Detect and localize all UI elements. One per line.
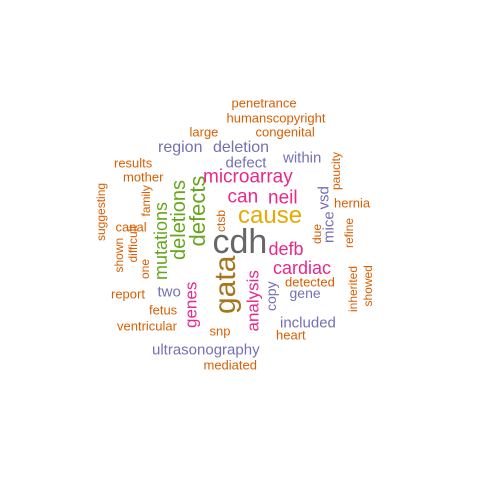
word-cdh: cdh — [212, 223, 268, 261]
word-heart: heart — [276, 327, 306, 343]
word-canal: canal — [115, 219, 147, 235]
word-region: region — [158, 139, 203, 156]
word-due: due — [310, 223, 324, 244]
word-difficult: difficult — [126, 225, 140, 263]
word-ventricular: ventricular — [117, 318, 177, 334]
word-copy: copy — [263, 281, 279, 311]
word-cause: cause — [238, 202, 303, 229]
word-defb: defb — [268, 239, 304, 259]
word-inherited: inherited — [346, 265, 360, 312]
word-humanscopyright: humanscopyright — [226, 110, 326, 126]
word-cardiac: cardiac — [273, 258, 332, 278]
word-mutations: mutations — [151, 201, 171, 280]
word-results: results — [114, 155, 153, 171]
word-family: family — [139, 185, 153, 217]
word-analysis: analysis — [243, 270, 263, 332]
word-two: two — [157, 283, 181, 301]
word-showed: showed — [361, 265, 375, 307]
word-gene: gene — [289, 285, 321, 301]
word-mother: mother — [123, 169, 164, 185]
word-hernia: hernia — [334, 195, 371, 211]
word-ctsb: ctsb — [214, 209, 228, 232]
word-detected: detected — [285, 274, 335, 290]
word-mediated: mediated — [203, 357, 257, 373]
word-suggesting: suggesting — [94, 182, 108, 241]
word-snp: snp — [209, 323, 231, 339]
word-report: report — [111, 286, 145, 302]
word-defect: defect — [225, 154, 267, 172]
word-large: large — [189, 124, 219, 140]
word-included: included — [280, 314, 336, 332]
word-congenital: congenital — [255, 124, 315, 140]
word-fetus: fetus — [149, 302, 178, 318]
word-within: within — [283, 149, 322, 167]
word-can: can — [227, 186, 259, 208]
word-deletion: deletion — [213, 139, 270, 156]
word-penetrance: penetrance — [231, 95, 297, 111]
word-ultrasonography: ultrasonography — [152, 341, 260, 359]
word-one: one — [138, 258, 152, 279]
word-refine: refine — [342, 217, 356, 248]
word-genes: genes — [181, 281, 201, 328]
word-microarray: microarray — [203, 166, 293, 188]
word-shown: shown — [112, 237, 126, 273]
word-neil: neil — [268, 187, 298, 209]
word-paucity: paucity — [329, 151, 343, 190]
word-deletions: deletions — [168, 179, 190, 260]
word-gata: gata — [209, 255, 242, 314]
